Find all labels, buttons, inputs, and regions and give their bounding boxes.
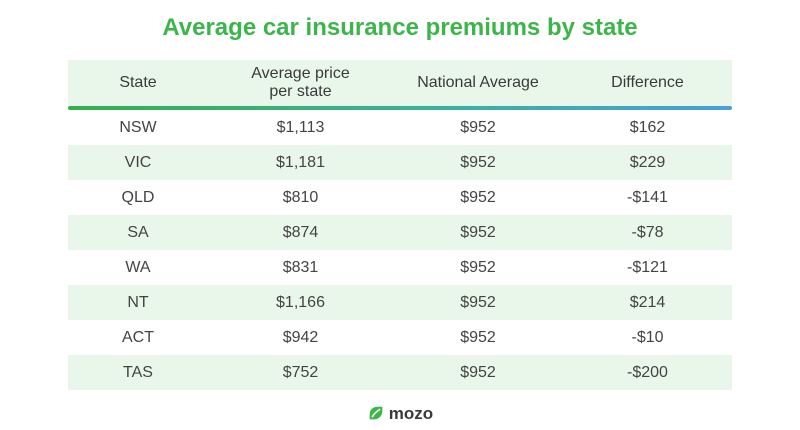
cell-difference: $214 bbox=[629, 293, 666, 311]
cell-state: QLD bbox=[121, 188, 155, 206]
cell-state: SA bbox=[127, 223, 149, 241]
header-state: State bbox=[119, 74, 157, 91]
table-row: NT $1,166 $952 $214 bbox=[68, 285, 732, 320]
table-row: SA $874 $952 -$78 bbox=[68, 215, 732, 250]
cell-state: WA bbox=[125, 258, 151, 276]
header-difference: Difference bbox=[611, 74, 684, 91]
table-row: VIC $1,181 $952 $229 bbox=[68, 145, 732, 180]
cell-average-price: $874 bbox=[282, 223, 319, 241]
header-national-average: National Average bbox=[417, 74, 539, 91]
table-header: State Average price per state National A… bbox=[68, 60, 732, 106]
header-divider bbox=[68, 106, 732, 110]
cell-difference: $229 bbox=[629, 153, 666, 171]
cell-national-average: $952 bbox=[460, 118, 496, 136]
cell-national-average: $952 bbox=[460, 153, 496, 171]
cell-average-price: $1,181 bbox=[276, 153, 325, 171]
logo-text: mozo bbox=[388, 404, 434, 423]
cell-average-price: $752 bbox=[282, 363, 319, 381]
cell-national-average: $952 bbox=[460, 328, 496, 346]
cell-state: ACT bbox=[122, 328, 154, 346]
cell-average-price: $831 bbox=[282, 258, 319, 276]
cell-state: NSW bbox=[119, 118, 157, 136]
header-average-price-line1: Average price bbox=[251, 65, 350, 82]
cell-difference: $162 bbox=[629, 118, 666, 136]
cell-average-price: $810 bbox=[282, 188, 319, 206]
mozo-logo: mozo bbox=[0, 404, 800, 424]
header-average-price: Average price per state bbox=[208, 65, 393, 101]
cell-state: NT bbox=[127, 293, 149, 311]
table-row: ACT $942 $952 -$10 bbox=[68, 320, 732, 355]
cell-national-average: $952 bbox=[460, 223, 496, 241]
cell-average-price: $1,113 bbox=[276, 118, 325, 136]
table-row: QLD $810 $952 -$141 bbox=[68, 180, 732, 215]
cell-difference: -$141 bbox=[627, 188, 668, 206]
cell-state: TAS bbox=[123, 363, 153, 381]
table-row: NSW $1,113 $952 $162 bbox=[68, 110, 732, 145]
cell-difference: -$121 bbox=[627, 258, 668, 276]
cell-average-price: $1,166 bbox=[276, 293, 325, 311]
table-row: TAS $752 $952 -$200 bbox=[68, 355, 732, 390]
page-title: Average car insurance premiums by state bbox=[162, 14, 638, 41]
cell-national-average: $952 bbox=[460, 188, 496, 206]
table-row: WA $831 $952 -$121 bbox=[68, 250, 732, 285]
cell-difference: -$10 bbox=[631, 328, 664, 346]
cell-difference: -$78 bbox=[631, 223, 664, 241]
header-average-price-line2: per state bbox=[269, 83, 332, 100]
cell-national-average: $952 bbox=[460, 293, 496, 311]
cell-difference: -$200 bbox=[627, 363, 668, 381]
cell-average-price: $942 bbox=[282, 328, 319, 346]
mozo-leaf-icon bbox=[369, 406, 383, 420]
premiums-table: State Average price per state National A… bbox=[68, 60, 732, 390]
cell-national-average: $952 bbox=[460, 363, 496, 381]
cell-national-average: $952 bbox=[460, 258, 496, 276]
cell-state: VIC bbox=[124, 153, 152, 171]
